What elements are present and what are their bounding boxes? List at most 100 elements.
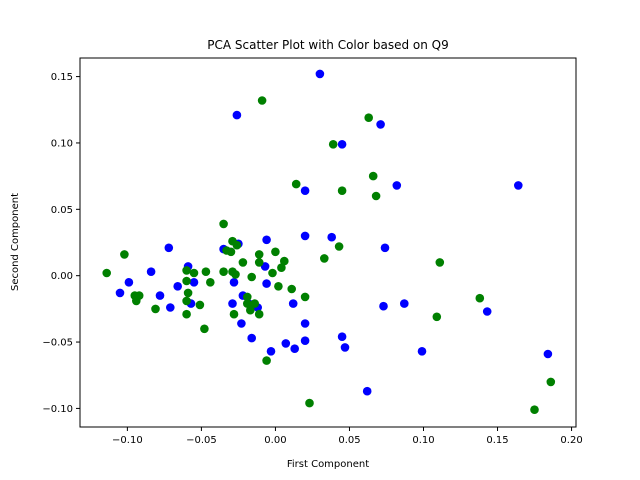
data-point xyxy=(262,279,271,288)
data-point xyxy=(237,319,246,328)
y-tick-label: −0.10 xyxy=(42,404,73,415)
y-tick-label: 0.15 xyxy=(51,72,73,83)
data-point xyxy=(183,288,193,298)
data-point xyxy=(102,268,111,278)
data-point xyxy=(337,332,347,342)
chart-title: PCA Scatter Plot with Color based on Q9 xyxy=(207,38,448,52)
x-axis: −0.10 −0.05 0.00 0.05 0.10 0.15 0.20 xyxy=(112,427,583,446)
x-tick-label: 0.05 xyxy=(338,435,360,446)
data-point xyxy=(120,250,129,259)
data-point xyxy=(268,268,277,278)
data-point xyxy=(340,343,350,352)
data-point xyxy=(287,284,297,294)
data-point xyxy=(243,299,252,308)
y-tick-label: −0.05 xyxy=(42,338,73,349)
y-axis: −0.10 −0.05 0.00 0.05 0.10 0.15 xyxy=(42,72,80,415)
data-point xyxy=(334,242,344,251)
data-point xyxy=(432,312,442,322)
data-point xyxy=(262,235,271,245)
data-point xyxy=(546,377,556,387)
data-point xyxy=(281,339,291,348)
data-point xyxy=(328,140,338,149)
data-point xyxy=(254,258,264,267)
x-tick-label: −0.10 xyxy=(112,435,143,446)
x-tick-label: 0.00 xyxy=(264,435,286,446)
x-tick-label: 0.10 xyxy=(412,435,434,446)
data-point xyxy=(417,347,427,356)
data-point xyxy=(166,303,175,312)
data-point xyxy=(379,301,388,311)
data-point xyxy=(543,349,553,359)
data-point xyxy=(337,186,347,195)
data-point xyxy=(288,299,298,308)
y-tick-label: 0.05 xyxy=(51,205,73,216)
data-point xyxy=(400,299,409,308)
data-point xyxy=(254,250,264,259)
data-point xyxy=(206,278,215,287)
data-point xyxy=(482,307,492,316)
data-point xyxy=(182,296,191,306)
data-point xyxy=(475,293,485,303)
data-point xyxy=(247,333,256,343)
data-point xyxy=(262,356,271,365)
data-point xyxy=(337,140,347,149)
data-point xyxy=(238,258,248,267)
data-point xyxy=(243,292,252,302)
data-point xyxy=(315,69,325,79)
data-point xyxy=(189,268,199,278)
data-point xyxy=(195,300,205,310)
data-point xyxy=(232,240,242,250)
data-point xyxy=(277,263,286,273)
data-point xyxy=(182,309,191,319)
data-point xyxy=(380,243,390,253)
data-point xyxy=(514,181,523,190)
data-point xyxy=(146,267,156,277)
data-point xyxy=(229,278,239,287)
data-point xyxy=(376,120,385,129)
data-point xyxy=(250,299,259,308)
data-point xyxy=(280,256,289,266)
data-point xyxy=(364,113,374,122)
data-point xyxy=(290,344,300,354)
data-point xyxy=(151,304,160,314)
data-point xyxy=(115,288,125,298)
data-point xyxy=(182,266,191,275)
x-tick-label: 0.15 xyxy=(486,435,508,446)
data-point xyxy=(231,270,240,279)
data-point xyxy=(247,272,256,282)
data-point xyxy=(368,171,378,181)
y-axis-label: Second Component xyxy=(10,193,21,291)
data-point xyxy=(530,405,539,415)
points-layer xyxy=(102,69,556,415)
data-point xyxy=(254,309,264,319)
data-point xyxy=(257,96,267,105)
y-tick-label: 0.10 xyxy=(51,138,73,149)
data-point xyxy=(362,386,372,396)
data-point xyxy=(226,247,236,257)
y-tick-label: 0.00 xyxy=(51,271,73,282)
data-point xyxy=(132,296,141,306)
x-tick-label: 0.20 xyxy=(560,435,582,446)
x-axis-label: First Component xyxy=(287,459,369,470)
data-point xyxy=(246,305,255,315)
data-point xyxy=(266,347,276,356)
data-point xyxy=(201,267,211,277)
data-point xyxy=(173,282,182,291)
data-point xyxy=(300,292,310,302)
data-point xyxy=(371,191,381,201)
data-point xyxy=(291,179,301,189)
data-point xyxy=(320,254,329,263)
x-tick-label: −0.05 xyxy=(186,435,217,446)
data-point xyxy=(219,219,228,229)
data-point xyxy=(300,336,310,346)
plot-area-frame xyxy=(79,57,577,428)
data-point xyxy=(182,276,191,286)
data-point xyxy=(164,243,174,253)
data-point xyxy=(219,267,228,277)
data-point xyxy=(300,319,310,328)
data-point xyxy=(392,181,402,190)
data-point xyxy=(271,247,280,257)
data-point xyxy=(305,398,314,408)
